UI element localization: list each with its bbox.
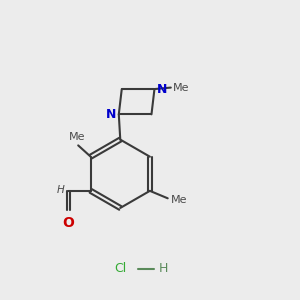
Text: H: H: [56, 185, 64, 195]
Text: N: N: [105, 108, 116, 121]
Text: H: H: [158, 262, 168, 275]
Text: Me: Me: [68, 132, 85, 142]
Text: N: N: [157, 82, 167, 96]
Text: Me: Me: [171, 195, 187, 205]
Text: Cl: Cl: [114, 262, 126, 275]
Text: O: O: [62, 215, 74, 230]
Text: Me: Me: [173, 82, 190, 93]
